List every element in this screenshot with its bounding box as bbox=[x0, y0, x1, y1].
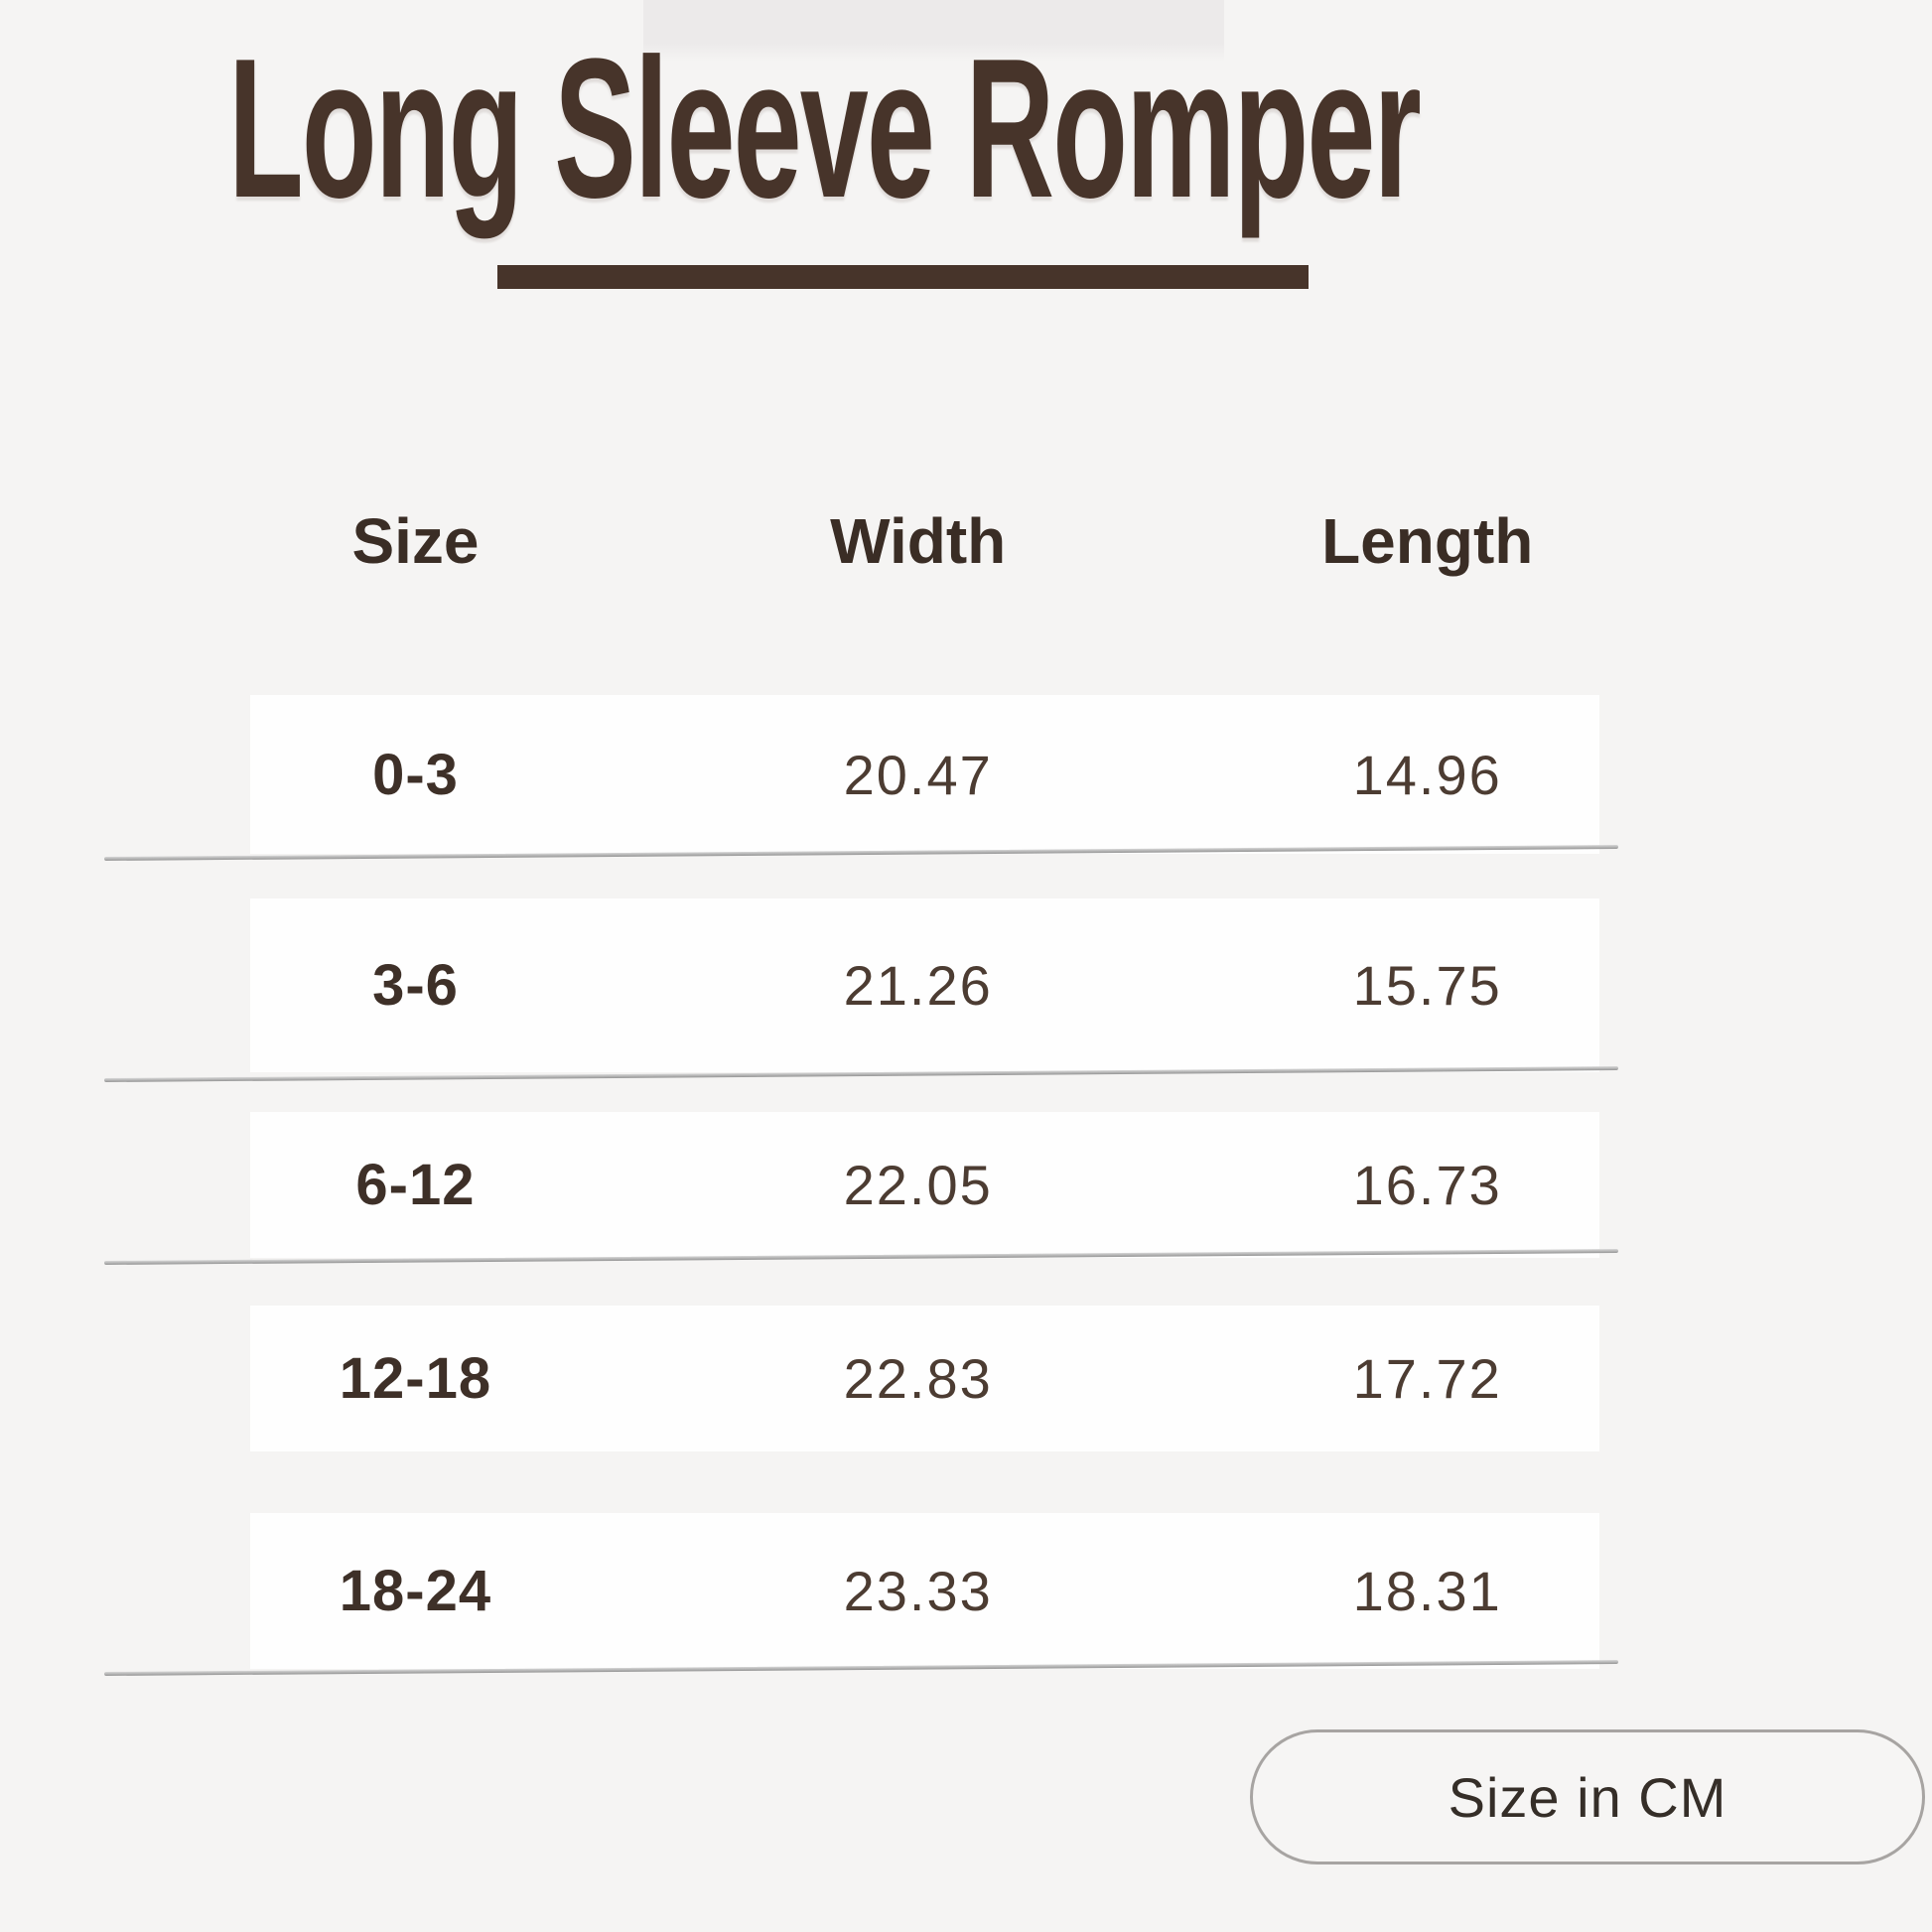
size-cell: 18-24 bbox=[339, 1559, 492, 1623]
width-cell: 22.05 bbox=[843, 1154, 993, 1216]
column-header-size: Size bbox=[351, 505, 480, 577]
table-row: 6-12 22.05 16.73 bbox=[250, 1112, 1599, 1258]
table-row: 3-6 21.26 15.75 bbox=[250, 898, 1599, 1072]
size-cell: 12-18 bbox=[339, 1346, 492, 1411]
table-row: 12-18 22.83 17.72 bbox=[250, 1306, 1599, 1451]
length-cell: 17.72 bbox=[1352, 1347, 1502, 1410]
table-header-row: Size Width Length bbox=[250, 501, 1599, 581]
column-header-length: Length bbox=[1321, 505, 1534, 577]
width-cell: 23.33 bbox=[843, 1560, 993, 1622]
size-unit-label: Size in CM bbox=[1448, 1765, 1727, 1829]
width-cell: 21.26 bbox=[843, 954, 993, 1017]
length-cell: 16.73 bbox=[1352, 1154, 1502, 1216]
length-cell: 14.96 bbox=[1352, 743, 1502, 806]
width-cell: 22.83 bbox=[843, 1347, 993, 1410]
table-row: 18-24 23.33 18.31 bbox=[250, 1513, 1599, 1669]
table-row: 0-3 20.47 14.96 bbox=[250, 695, 1599, 854]
size-cell: 0-3 bbox=[372, 742, 459, 807]
size-cell: 3-6 bbox=[372, 953, 459, 1018]
width-cell: 20.47 bbox=[843, 743, 993, 806]
length-cell: 18.31 bbox=[1352, 1560, 1502, 1622]
page-title: Long Sleeve Romper bbox=[228, 18, 1422, 239]
title-underline bbox=[497, 265, 1309, 289]
size-unit-badge: Size in CM bbox=[1250, 1729, 1925, 1864]
top-accent-strip bbox=[643, 0, 1224, 62]
size-cell: 6-12 bbox=[355, 1153, 476, 1217]
column-header-width: Width bbox=[830, 505, 1007, 577]
length-cell: 15.75 bbox=[1352, 954, 1502, 1017]
